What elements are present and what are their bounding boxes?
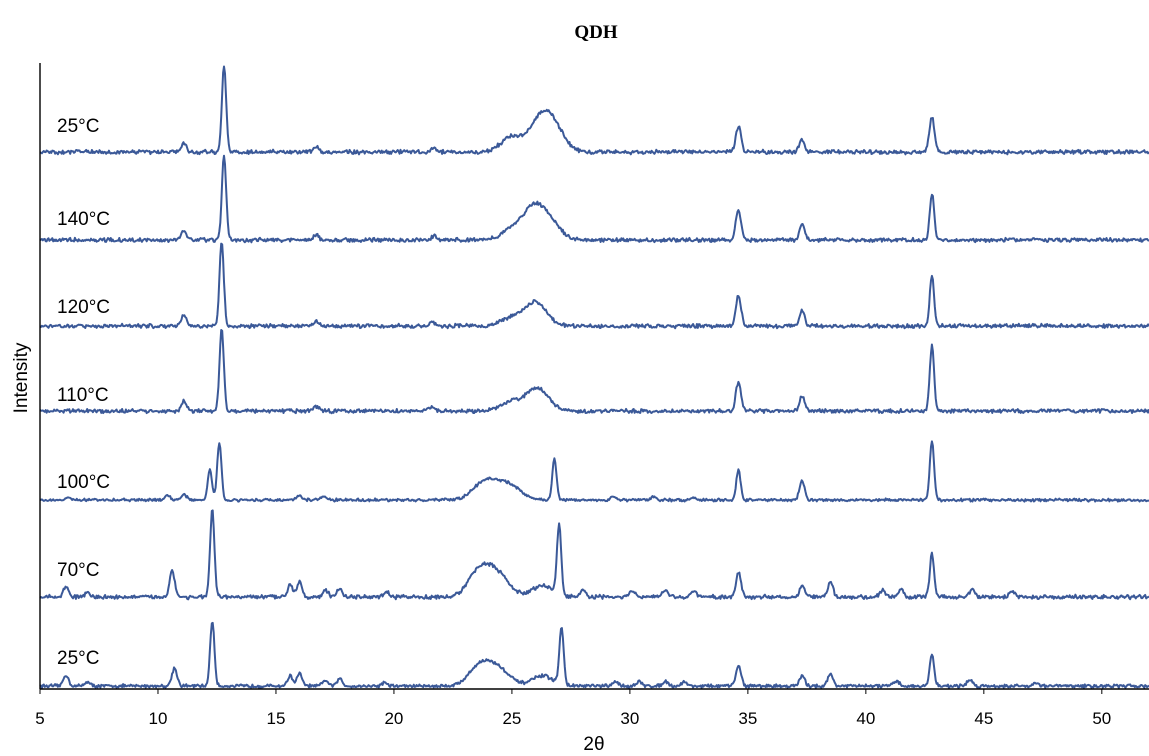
x-tick-label: 15 [266, 709, 285, 728]
trace-0 [39, 621, 1149, 689]
series-label-6: 25°C [57, 116, 99, 137]
series-label-0: 25°C [57, 648, 99, 669]
series-label-2: 100°C [57, 472, 110, 493]
series-label-5: 140°C [57, 209, 110, 230]
trace-6 [39, 65, 1149, 156]
x-tick-label: 45 [974, 709, 993, 728]
x-tick-label: 25 [502, 709, 521, 728]
x-tick-label: 30 [620, 709, 639, 728]
x-tick-label: 20 [384, 709, 403, 728]
x-tick-label: 10 [149, 709, 168, 728]
trace-4 [39, 242, 1149, 330]
x-tick-label: 40 [856, 709, 875, 728]
trace-5 [39, 154, 1149, 244]
x-axis-label: 2θ [583, 734, 604, 755]
x-ticks: 5 10 15 20 25 30 35 40 45 50 [35, 689, 1111, 728]
x-tick-label: 50 [1092, 709, 1111, 728]
series-label-1: 70°C [57, 560, 99, 581]
series-label-3: 110°C [57, 385, 109, 406]
trace-3 [39, 329, 1149, 415]
traces [39, 65, 1149, 689]
series-label-4: 120°C [57, 297, 110, 318]
trace-2 [39, 440, 1149, 503]
trace-1 [39, 509, 1149, 601]
x-tick-label: 35 [738, 709, 757, 728]
y-axis-label: Intensity [11, 342, 32, 413]
series-labels: 25°C 70°C 100°C 110°C 120°C 140°C 25°C [57, 116, 110, 669]
x-tick-label: 5 [35, 709, 44, 728]
chart-title: QDH [574, 22, 618, 43]
